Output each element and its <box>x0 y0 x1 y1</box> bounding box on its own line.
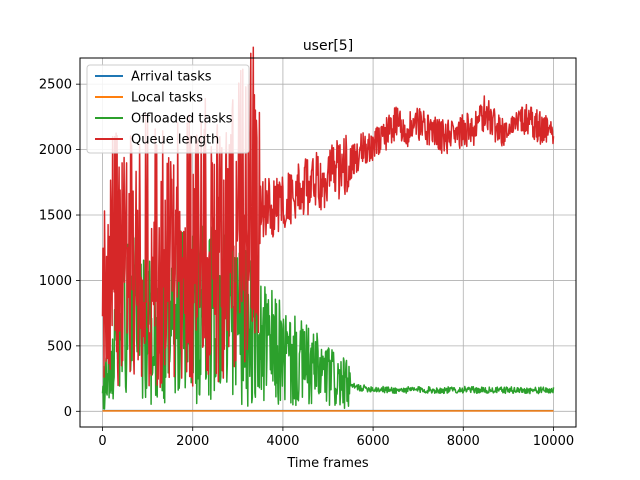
x-tick-label: 4000 <box>266 434 299 449</box>
legend-label: Arrival tasks <box>131 70 212 85</box>
y-tick-label: 2000 <box>39 143 72 158</box>
legend-label: Local tasks <box>131 91 203 106</box>
series-layer <box>101 46 555 412</box>
legend-label: Offloaded tasks <box>131 112 233 127</box>
legend-box <box>86 64 250 154</box>
y-tick-label: 1500 <box>39 209 72 224</box>
x-tick-label: 0 <box>98 434 106 449</box>
axes-frame <box>79 57 577 428</box>
y-tick-label: 500 <box>47 339 72 354</box>
series-line-offloaded-tasks <box>101 218 555 410</box>
x-axis-label: Time frames <box>286 456 368 471</box>
legend: Arrival tasks Local tasks Offloaded tasks Q… <box>86 64 250 154</box>
y-tick-label: 1000 <box>39 274 72 289</box>
x-tick-label: 10000 <box>533 434 574 449</box>
legend-label: Queue length <box>131 133 219 148</box>
chart-title: user[5] <box>303 38 353 54</box>
x-tick-label: 2000 <box>176 434 209 449</box>
x-tick-label: 8000 <box>447 434 480 449</box>
ticks: 0 2000 4000 6000 8000 10000 0 500 1000 1500 2000 25… <box>39 78 574 449</box>
y-tick-label: 0 <box>64 405 72 420</box>
y-tick-label: 2500 <box>39 78 72 93</box>
x-tick-label: 6000 <box>357 434 390 449</box>
